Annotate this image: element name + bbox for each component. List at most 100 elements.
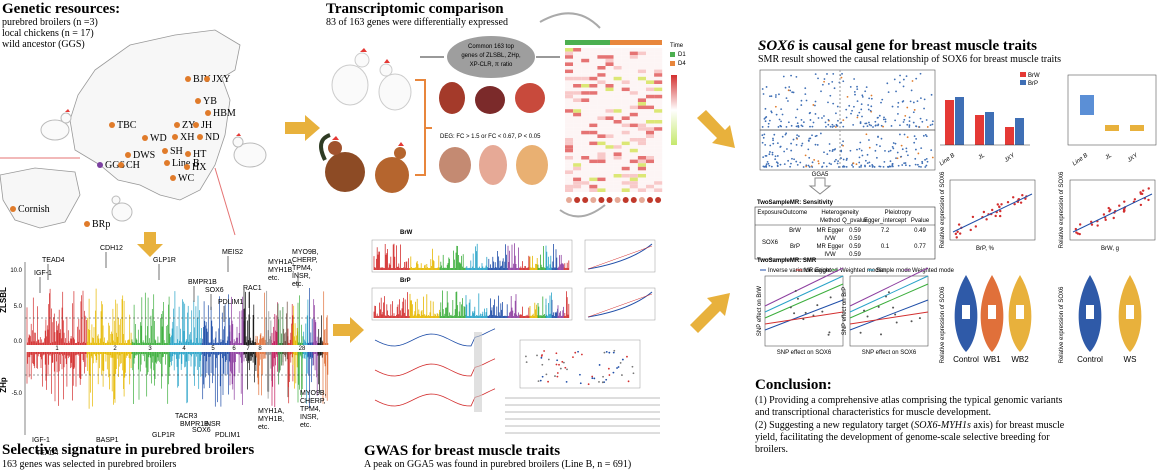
gene-label: RAC1 bbox=[243, 285, 262, 292]
point bbox=[902, 100, 905, 102]
gene-label: GLP1R bbox=[152, 432, 175, 439]
point bbox=[837, 119, 839, 122]
point bbox=[908, 120, 911, 122]
x-label: SNP effect on SOX6 bbox=[777, 350, 832, 356]
heat-cell bbox=[629, 105, 638, 110]
point bbox=[761, 141, 764, 144]
point bbox=[861, 95, 864, 98]
y-label: SNP effect on BrW bbox=[757, 286, 763, 336]
point bbox=[858, 161, 861, 164]
legend-label: D1 bbox=[678, 52, 686, 58]
heat-cell bbox=[605, 91, 614, 95]
heat-cell bbox=[605, 112, 614, 117]
legend-label: Simple mode bbox=[876, 268, 912, 274]
point bbox=[849, 149, 852, 152]
point bbox=[897, 164, 900, 167]
title: Genetic resources: bbox=[2, 1, 120, 17]
heat-cell bbox=[637, 170, 646, 174]
point bbox=[835, 112, 837, 115]
heat-cell bbox=[621, 76, 630, 81]
heat-cell bbox=[637, 51, 646, 56]
genetic-panel: Genetic resources: purebred broilers (n … bbox=[0, 1, 267, 236]
heat-cell bbox=[621, 94, 630, 99]
point bbox=[1021, 193, 1024, 197]
heat-cell bbox=[573, 87, 582, 92]
point bbox=[887, 291, 890, 294]
point bbox=[825, 165, 828, 168]
heat-cell bbox=[613, 91, 622, 95]
heat-cell bbox=[589, 120, 598, 124]
heat-cell bbox=[605, 170, 614, 174]
point bbox=[1102, 213, 1106, 216]
heat-cell bbox=[573, 177, 582, 182]
group: JXY bbox=[1003, 152, 1017, 164]
heat-cell bbox=[581, 145, 590, 149]
point bbox=[856, 114, 859, 117]
point bbox=[854, 93, 856, 96]
point bbox=[866, 315, 869, 318]
point bbox=[603, 351, 606, 354]
heat-cell bbox=[613, 73, 622, 77]
fit bbox=[1072, 193, 1153, 233]
heat-cell bbox=[646, 145, 655, 149]
site-dot bbox=[118, 162, 124, 168]
mr-line bbox=[764, 299, 844, 331]
point bbox=[809, 119, 812, 121]
point bbox=[908, 164, 911, 167]
gene-part: etc. bbox=[268, 275, 279, 282]
point bbox=[1139, 203, 1143, 207]
heat-cell bbox=[637, 156, 646, 160]
point bbox=[853, 105, 855, 108]
heat-cell bbox=[613, 138, 622, 142]
point bbox=[1123, 200, 1126, 203]
heat-cell bbox=[637, 152, 646, 156]
point bbox=[543, 350, 546, 352]
heat-cell bbox=[637, 123, 646, 128]
point bbox=[821, 166, 823, 168]
violin-box bbox=[988, 305, 996, 319]
heat-cell bbox=[597, 130, 606, 135]
heat-cell bbox=[605, 48, 614, 52]
th: Exposure bbox=[757, 210, 783, 216]
gene-label: GLP1R bbox=[153, 257, 176, 264]
point bbox=[852, 166, 855, 168]
point bbox=[822, 162, 825, 164]
china-map bbox=[69, 29, 241, 201]
point bbox=[853, 78, 856, 80]
heat-cell bbox=[654, 134, 663, 138]
gene-label: TEAD4 bbox=[42, 257, 65, 264]
point bbox=[849, 86, 852, 88]
heat-cell bbox=[613, 116, 622, 120]
point bbox=[631, 365, 634, 368]
heat-cell bbox=[565, 134, 574, 138]
point bbox=[795, 143, 798, 146]
heat-cell bbox=[654, 163, 663, 167]
heat-cell bbox=[621, 84, 630, 88]
group: WB2 bbox=[1011, 355, 1029, 364]
fit bbox=[952, 193, 1033, 233]
arrow bbox=[690, 293, 730, 333]
heat-cell bbox=[573, 120, 582, 124]
point bbox=[879, 145, 881, 148]
site-label: TBC bbox=[117, 120, 137, 131]
point bbox=[775, 113, 778, 116]
heat-cell bbox=[621, 98, 630, 102]
chicken bbox=[40, 109, 72, 141]
qq-frame bbox=[584, 239, 656, 273]
heat-cell bbox=[581, 177, 590, 182]
point bbox=[914, 157, 917, 160]
point bbox=[612, 371, 615, 374]
point bbox=[1019, 201, 1023, 204]
site-dot bbox=[84, 221, 90, 227]
point bbox=[998, 205, 1001, 209]
point bbox=[619, 362, 622, 364]
heat-cell bbox=[597, 177, 606, 182]
heat-cell bbox=[637, 112, 646, 117]
heat-cell bbox=[573, 127, 582, 131]
point bbox=[909, 100, 912, 103]
heat-cell bbox=[565, 116, 574, 120]
point bbox=[883, 116, 885, 119]
td: BrW bbox=[789, 228, 801, 234]
point bbox=[905, 150, 908, 153]
point bbox=[796, 134, 799, 137]
